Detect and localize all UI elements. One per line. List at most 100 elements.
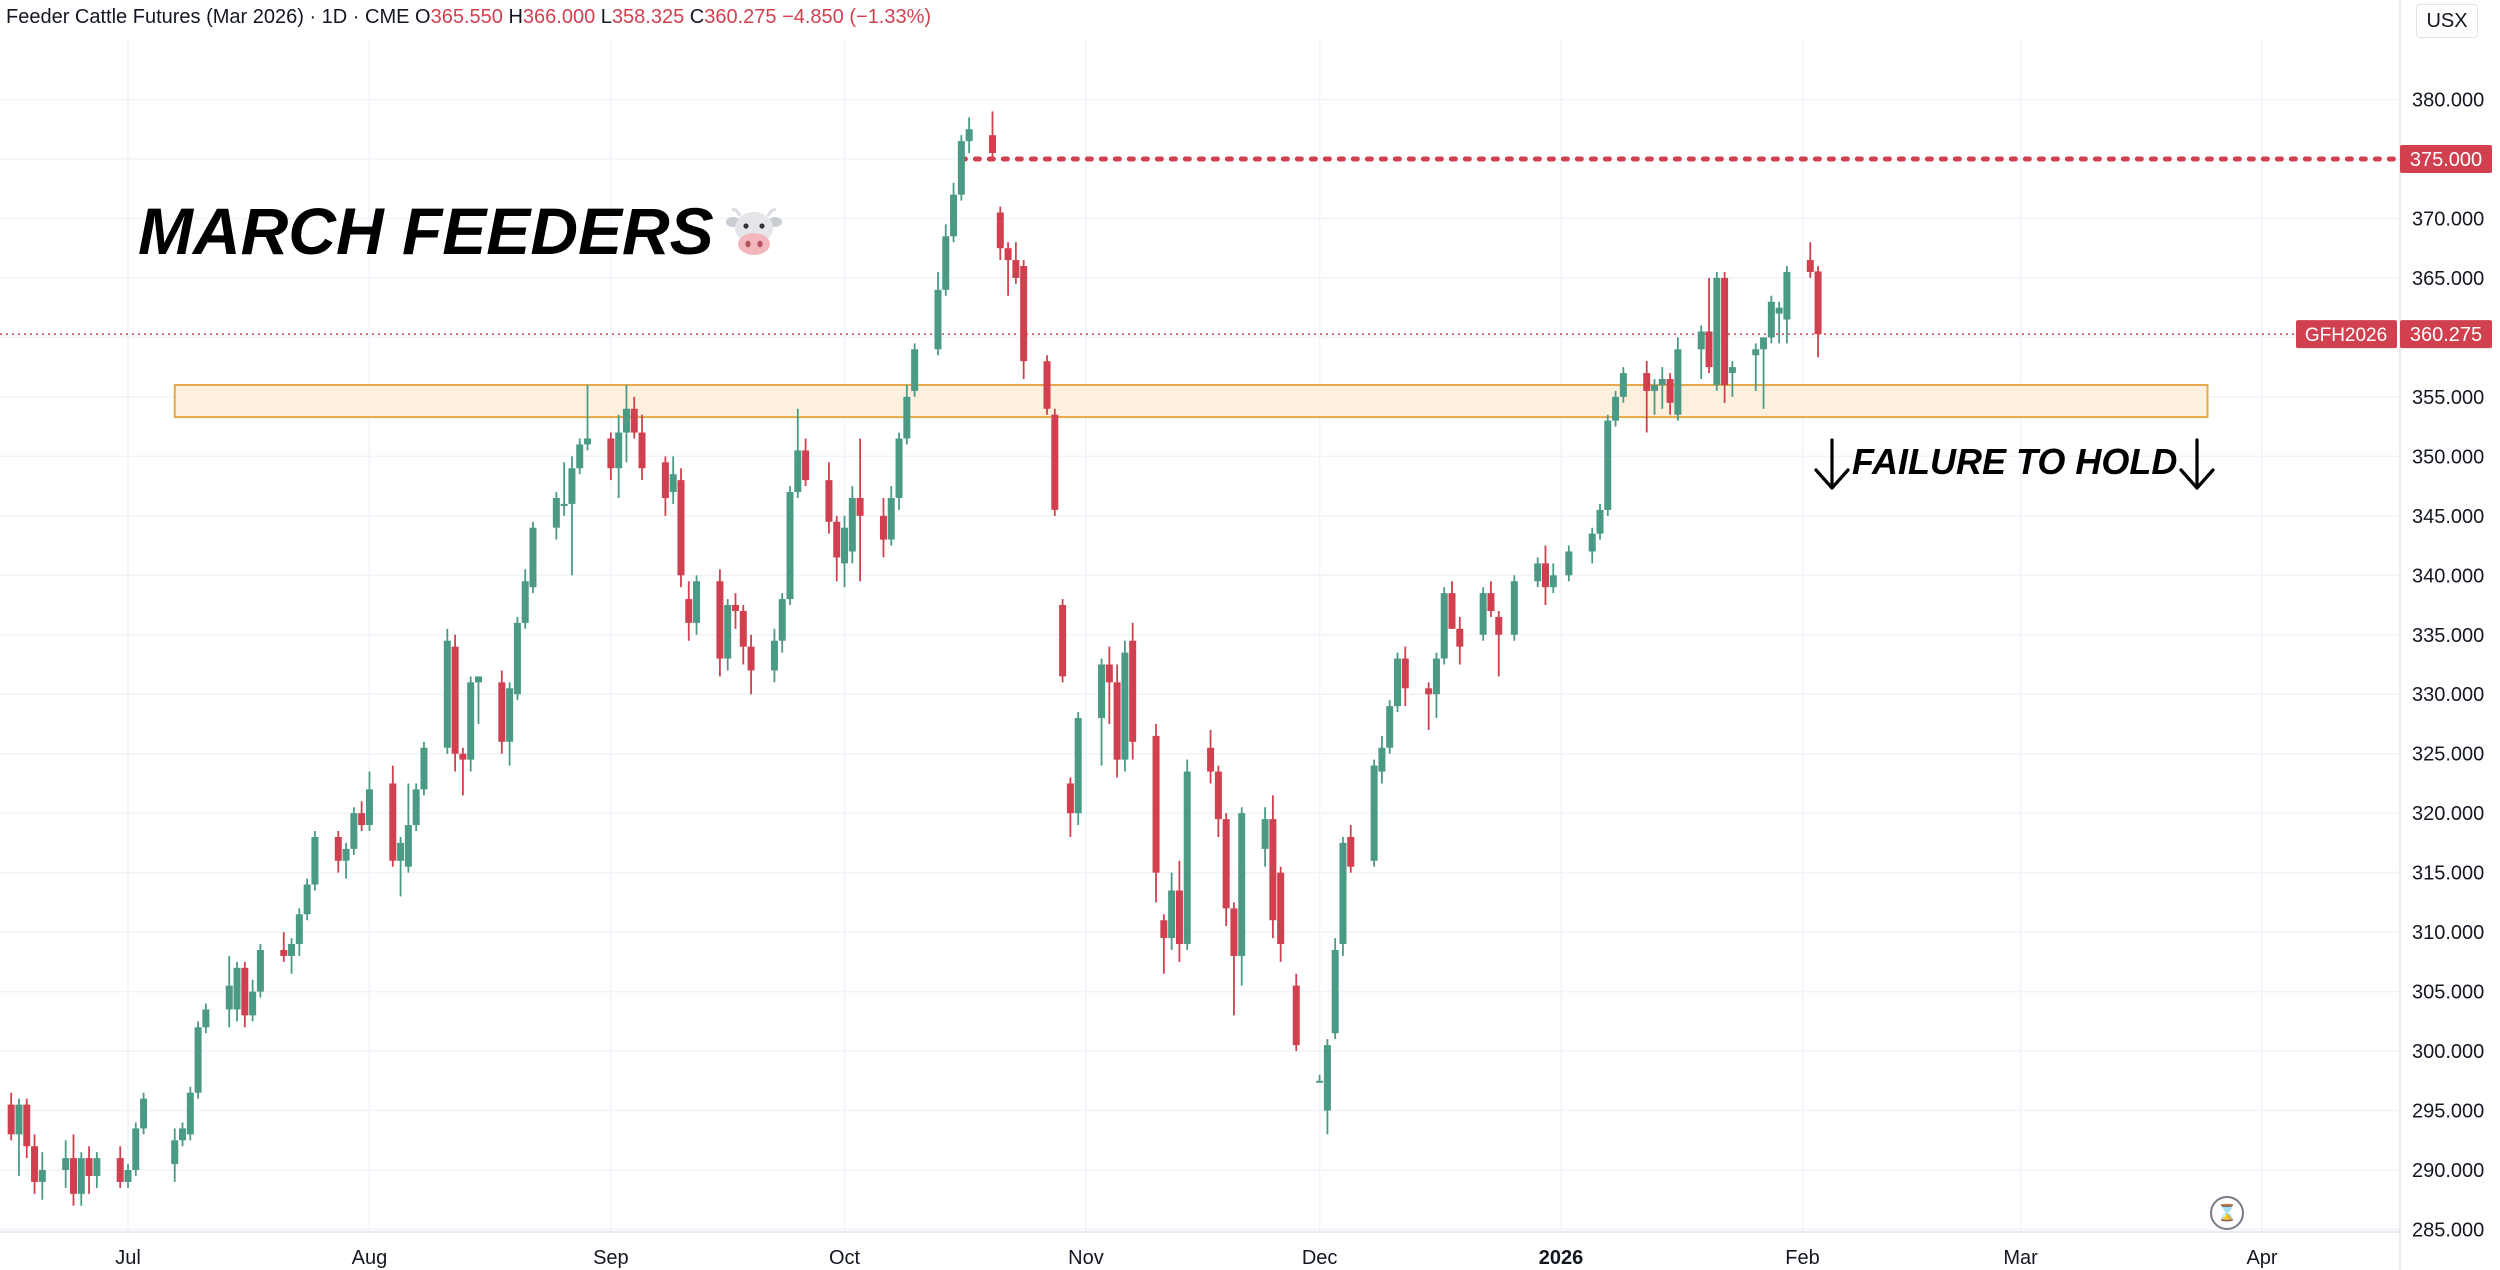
candle-body: [1596, 509, 1604, 534]
price-tag-label: 360.275: [2410, 324, 2482, 346]
candle-body: [1541, 563, 1549, 588]
candle-body: [358, 813, 366, 826]
candle-body: [1619, 373, 1627, 397]
candle-body: [1565, 551, 1573, 576]
candle-body: [693, 581, 701, 623]
replay-timer-button[interactable]: ⌛: [2210, 1196, 2244, 1230]
candle-body: [412, 789, 420, 826]
candle-body: [69, 1158, 77, 1194]
candle-body: [895, 438, 903, 498]
currency-selector[interactable]: USX: [2416, 4, 2478, 38]
price-tick-label: 380.000: [2412, 90, 2484, 112]
candle-body: [1534, 563, 1542, 582]
time-tick-label: Aug: [352, 1247, 388, 1269]
candle-body: [1806, 260, 1814, 272]
candle-body: [1277, 872, 1285, 945]
candle-body: [724, 605, 732, 659]
candle-body: [171, 1140, 179, 1165]
candle-body: [841, 527, 849, 564]
candle-body: [1175, 890, 1183, 945]
candle-body: [397, 842, 405, 861]
candle-body: [1113, 682, 1121, 760]
candle-body: [1440, 593, 1448, 659]
candle-body: [731, 605, 739, 611]
candle-body: [1230, 908, 1238, 956]
price-tick-label: 285.000: [2412, 1220, 2484, 1242]
low-value: 358.325: [611, 6, 685, 28]
candle-body: [1121, 652, 1129, 760]
candle-body: [474, 676, 482, 683]
candle-body: [443, 640, 451, 748]
candle-body: [233, 967, 241, 1010]
candle-body: [451, 646, 459, 754]
candle-body: [1721, 277, 1729, 385]
candle-body: [770, 640, 778, 671]
candle-body: [1323, 1045, 1331, 1111]
price-tick-label: 335.000: [2412, 625, 2484, 647]
candle-body: [1066, 783, 1074, 814]
candle-body: [1752, 349, 1760, 356]
candle-body: [1214, 771, 1222, 820]
candle-body: [615, 432, 623, 469]
annotation-note-text: FAILURE TO HOLD: [1852, 441, 2178, 482]
candle-body: [794, 450, 802, 493]
annotation-title-text: MARCH FEEDERS: [138, 194, 714, 268]
candle-body: [942, 236, 950, 290]
candle-body: [132, 1128, 140, 1171]
price-tick-label: 340.000: [2412, 565, 2484, 587]
candle-body: [116, 1158, 124, 1182]
candle-body: [1549, 575, 1557, 588]
candle-body: [1448, 593, 1456, 629]
chart-annotation-note[interactable]: FAILURE TO HOLD: [1812, 436, 2217, 492]
candle-body: [1425, 688, 1433, 695]
candle-body: [1705, 331, 1713, 368]
chart-annotation-title[interactable]: MARCH FEEDERS: [138, 193, 782, 269]
candle-body: [1378, 747, 1386, 772]
candle-body: [1074, 718, 1082, 814]
candle-body: [957, 141, 965, 195]
candle-body: [1043, 361, 1051, 409]
candle-body: [560, 503, 568, 506]
candle-body: [1612, 396, 1620, 421]
support-zone: [173, 383, 2209, 419]
price-tick-label: 365.000: [2412, 268, 2484, 290]
candle-body: [1643, 373, 1651, 391]
candle-body: [350, 813, 358, 849]
candle-body: [552, 497, 560, 528]
candle-body: [1331, 949, 1339, 1034]
candle-body: [179, 1128, 187, 1141]
candle-body: [77, 1158, 85, 1194]
candle-body: [140, 1098, 148, 1129]
candle-body: [15, 1104, 23, 1135]
candle-body: [996, 212, 1004, 249]
candle-body: [529, 527, 537, 588]
candle-body: [1160, 920, 1168, 939]
candle-body: [848, 497, 856, 552]
candle-body: [716, 581, 724, 659]
candle-body: [506, 688, 514, 742]
candle-body: [778, 599, 786, 641]
candle-body: [389, 783, 397, 861]
low-label: L: [600, 6, 612, 28]
price-tick-label: 315.000: [2412, 863, 2484, 885]
candle-body: [879, 515, 887, 540]
price-tick-label: 290.000: [2412, 1160, 2484, 1182]
candle-body: [887, 497, 895, 540]
candle-body: [202, 1009, 210, 1028]
time-tick-label: Dec: [1302, 1247, 1338, 1269]
change-value: −4.850 (−1.33%): [782, 6, 932, 28]
candle-body: [568, 468, 576, 504]
candle-body: [989, 135, 997, 154]
candle-body: [1316, 1080, 1324, 1083]
candle-body: [1012, 260, 1020, 278]
price-tick-label: 310.000: [2412, 922, 2484, 944]
candle-body: [1051, 414, 1059, 510]
candle-body: [584, 438, 592, 445]
price-tick-label: 295.000: [2412, 1101, 2484, 1123]
candle-body: [1510, 581, 1518, 635]
time-tick-label: Oct: [829, 1247, 861, 1269]
candle-body: [622, 408, 630, 433]
open-value: 365.550: [430, 6, 503, 28]
candle-body: [365, 789, 373, 826]
